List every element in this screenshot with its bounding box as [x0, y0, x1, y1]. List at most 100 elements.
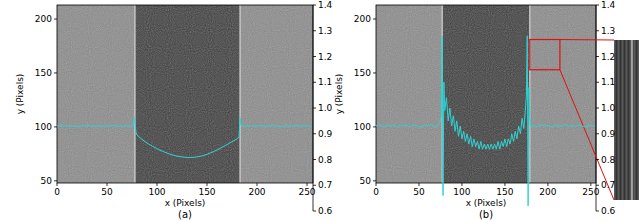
- y2-tick: [596, 211, 599, 212]
- x-tick-label: 100: [148, 187, 165, 197]
- y-tick: [373, 19, 376, 20]
- y2-tick-label: 0.8: [318, 155, 333, 165]
- inset-stripe: [636, 40, 637, 200]
- x-tick: [376, 183, 377, 186]
- x-tick: [461, 183, 462, 186]
- panel-label: (b): [479, 209, 493, 220]
- y2-tick: [596, 108, 599, 109]
- y2-tick-label: 0.6: [601, 206, 616, 216]
- frame: [57, 5, 313, 183]
- x-tick: [418, 183, 419, 186]
- band-edge: [135, 5, 136, 183]
- y2-tick-label: 1.2: [601, 52, 615, 62]
- x-tick-label: 200: [248, 187, 265, 197]
- inset-stripe: [614, 40, 615, 200]
- x-tick-label: 100: [453, 187, 470, 197]
- y2-tick: [596, 30, 599, 31]
- image-noise: [376, 5, 596, 183]
- inset-stripe: [634, 40, 635, 200]
- y2-tick: [596, 5, 599, 6]
- image-background: [376, 5, 596, 183]
- image-background: [57, 5, 313, 183]
- x-tick: [157, 183, 158, 186]
- x-tick-label: 150: [496, 187, 513, 197]
- x-tick-label: 50: [101, 187, 113, 197]
- series-group: [57, 117, 312, 157]
- x-tick: [547, 183, 548, 186]
- x-axis-label: x (Pixels): [165, 198, 206, 208]
- x-tick: [307, 183, 308, 186]
- x-tick-label: 250: [298, 187, 315, 197]
- inset-stripe: [620, 40, 621, 200]
- y2-tick-label: 0.8: [601, 155, 616, 165]
- x-tick-label: 200: [539, 187, 556, 197]
- y2-tick: [596, 159, 599, 160]
- panel: 050100150200250501001502000.60.70.80.91.…: [15, 0, 333, 220]
- y2-tick: [313, 5, 316, 6]
- frame: [376, 5, 596, 183]
- x-tick: [257, 183, 258, 186]
- figure: 050100150200250501001502000.60.70.80.91.…: [0, 0, 640, 221]
- profile-line: [376, 36, 595, 206]
- inset-stripe: [626, 40, 627, 200]
- inset-edge: [631, 40, 632, 200]
- x-tick-label: 50: [413, 187, 425, 197]
- y2-tick: [596, 185, 599, 186]
- y2-tick: [313, 159, 316, 160]
- y-tick: [54, 19, 57, 20]
- zoom-box: [530, 40, 560, 70]
- inset: [530, 40, 639, 200]
- series-group: [376, 36, 595, 206]
- y2-tick: [596, 82, 599, 83]
- y-tick-label: 50: [41, 176, 53, 186]
- y2-tick-label: 1.0: [318, 103, 333, 113]
- x-tick: [107, 183, 108, 186]
- y2-tick-label: 1.3: [601, 26, 615, 36]
- y-tick-label: 200: [35, 14, 52, 24]
- image-noise: [57, 5, 313, 183]
- page: {"chart_data": [ {"type": "line", "panel…: [0, 0, 640, 221]
- y2-tick: [313, 82, 316, 83]
- y2-tick-label: 0.9: [601, 129, 616, 139]
- y-tick: [373, 72, 376, 73]
- y2-tick-label: 1.1: [318, 77, 332, 87]
- x-tick: [207, 183, 208, 186]
- inset-image: [614, 40, 639, 200]
- y2-tick-label: 0.7: [601, 180, 615, 190]
- y-tick-label: 100: [35, 122, 52, 132]
- profile-line: [57, 117, 312, 157]
- inset-stripe: [632, 40, 633, 200]
- y-axis-label: y (Pixels): [15, 74, 25, 115]
- y2-tick-label: 0.9: [318, 129, 333, 139]
- y2-tick-label: 1.4: [601, 0, 616, 10]
- y-tick: [54, 180, 57, 181]
- inset-stripe: [616, 40, 617, 200]
- y-tick: [373, 126, 376, 127]
- y2-tick: [313, 133, 316, 134]
- y-axis-label: y (Pixels): [334, 74, 344, 115]
- x-tick: [590, 183, 591, 186]
- y2-tick-label: 1.4: [318, 0, 333, 10]
- y2-tick-label: 1.0: [601, 103, 616, 113]
- y2-tick-label: 0.7: [318, 180, 332, 190]
- y-tick-label: 100: [354, 122, 371, 132]
- inset-stripe: [638, 40, 639, 200]
- band-edge: [240, 5, 241, 183]
- y2-tick: [313, 56, 316, 57]
- inset-stripe: [628, 40, 629, 200]
- y2-tick: [313, 108, 316, 109]
- panel-label: (a): [178, 209, 192, 220]
- x-tick-label: 250: [582, 187, 599, 197]
- zoom-line: [560, 39, 614, 40]
- x-tick: [57, 183, 58, 186]
- y-tick-label: 200: [354, 14, 371, 24]
- image: [57, 5, 313, 183]
- panel: 050100150200250501001502000.60.70.80.91.…: [334, 0, 639, 220]
- inset-stripe: [622, 40, 623, 200]
- y-tick-label: 150: [35, 68, 52, 78]
- x-axis-label: x (Pixels): [466, 198, 507, 208]
- y-tick: [54, 126, 57, 127]
- y-tick-label: 150: [354, 68, 371, 78]
- y2-tick: [313, 30, 316, 31]
- y-tick-label: 50: [360, 176, 372, 186]
